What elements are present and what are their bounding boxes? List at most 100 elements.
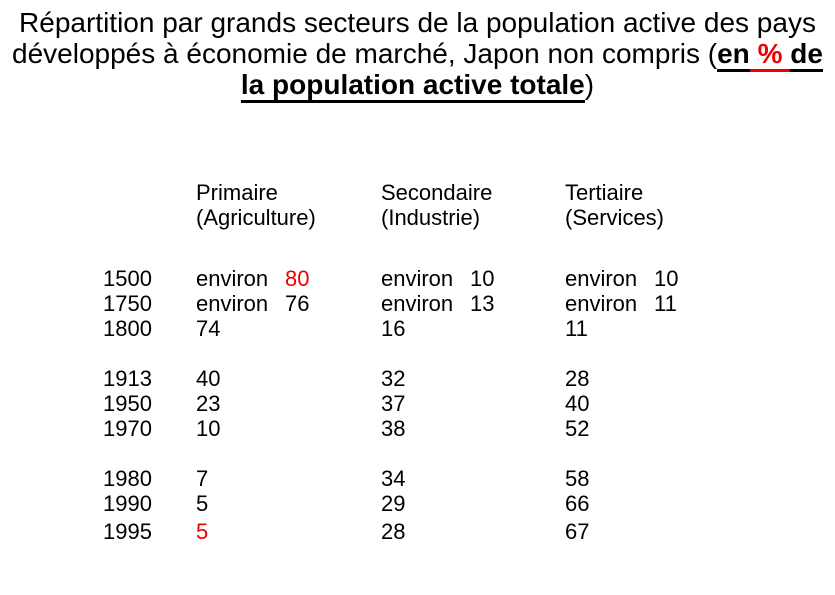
row-cell: 66 — [565, 491, 765, 516]
row-cell: 29 — [381, 491, 565, 516]
title-line2-en: en — [717, 38, 750, 72]
row-cell: environ 13 — [381, 291, 565, 316]
cell-value: 37 — [381, 391, 406, 416]
cell-value: 29 — [381, 491, 406, 516]
table-rows: 1500 environ 80 environ 10 environ 10 1750 … — [0, 266, 765, 544]
table-row: 1980 7 34 58 — [0, 466, 765, 491]
table-row: 1500 environ 80 environ 10 environ 10 — [0, 266, 765, 291]
table-header-row: Primaire (Agriculture) Secondaire (Indus… — [0, 180, 765, 230]
cell-value: 32 — [381, 366, 406, 391]
row-cell: 10 — [196, 416, 381, 441]
title-line2-prefix: développés à économie de marché, Japon n… — [12, 38, 718, 69]
row-cell: 32 — [381, 366, 565, 391]
row-cell: 23 — [196, 391, 381, 416]
table-row: 1913 40 32 28 — [0, 366, 765, 391]
title-line2-percent: % — [749, 38, 791, 72]
table-row: 1950 23 37 40 — [0, 391, 765, 416]
row-cell: environ 76 — [196, 291, 381, 316]
row-year: 1980 — [103, 466, 152, 491]
sector-table: Primaire (Agriculture) Secondaire (Indus… — [0, 180, 765, 544]
row-cell: environ 11 — [565, 291, 765, 316]
row-cell: 5 — [196, 519, 381, 544]
title-line3-close-paren: ) — [584, 69, 595, 100]
row-cell: environ 10 — [565, 266, 765, 291]
row-cell: 38 — [381, 416, 565, 441]
header-title: Tertiaire — [565, 180, 644, 205]
cell-value: 28 — [381, 519, 406, 544]
header-subtitle: (Industrie) — [381, 205, 481, 230]
cell-value: 74 — [196, 316, 221, 341]
title-line-3: la population active totale) — [0, 69, 835, 103]
cell-value: 28 — [565, 366, 590, 391]
row-year: 1950 — [103, 391, 152, 416]
cell-prefix: environ — [196, 266, 269, 291]
cell-value: 52 — [565, 416, 590, 441]
cell-value: 80 — [285, 266, 310, 291]
row-cell: 34 — [381, 466, 565, 491]
row-year: 1995 — [103, 519, 152, 544]
table-row: 1750 environ 76 environ 13 environ 11 — [0, 291, 765, 316]
cell-prefix: environ — [565, 266, 638, 291]
row-year: 1500 — [103, 266, 152, 291]
cell-value: 11 — [565, 316, 588, 341]
header-title: Secondaire — [381, 180, 493, 205]
cell-value: 5 — [196, 519, 209, 544]
cell-prefix: environ — [565, 291, 638, 316]
row-cell: 5 — [196, 491, 381, 516]
table-row: 1800 74 16 11 — [0, 316, 765, 341]
row-cell: 58 — [565, 466, 765, 491]
cell-value: 11 — [654, 291, 677, 316]
title-line-2: développés à économie de marché, Japon n… — [0, 38, 835, 72]
cell-prefix: environ — [381, 266, 454, 291]
row-year: 1990 — [103, 491, 152, 516]
cell-value: 13 — [470, 291, 495, 316]
title-line2-de: de — [790, 38, 823, 72]
cell-value: 10 — [196, 416, 221, 441]
cell-value: 34 — [381, 466, 406, 491]
title-line3-underlined: la population active totale — [240, 69, 585, 103]
table-row: 1970 10 38 52 — [0, 416, 765, 441]
row-cell: 28 — [381, 519, 565, 544]
header-primaire: Primaire (Agriculture) — [196, 180, 381, 230]
header-subtitle: (Services) — [565, 205, 665, 230]
row-cell: 7 — [196, 466, 381, 491]
row-cell: 28 — [565, 366, 765, 391]
row-year: 1970 — [103, 416, 152, 441]
cell-value: 76 — [285, 291, 310, 316]
header-subtitle: (Agriculture) — [196, 205, 316, 230]
cell-value: 67 — [565, 519, 590, 544]
cell-prefix: environ — [196, 291, 269, 316]
header-secondaire: Secondaire (Industrie) — [381, 180, 565, 230]
title-line-1: Répartition par grands secteurs de la po… — [0, 7, 835, 38]
row-cell: 67 — [565, 519, 765, 544]
row-year: 1913 — [103, 366, 152, 391]
row-cell: environ 80 — [196, 266, 381, 291]
cell-prefix: environ — [381, 291, 454, 316]
table-row: 1995 5 28 67 — [0, 519, 765, 544]
row-cell: 11 — [565, 316, 765, 341]
header-year-empty — [103, 180, 196, 230]
row-cell: 40 — [565, 391, 765, 416]
cell-value: 40 — [196, 366, 221, 391]
row-year: 1800 — [103, 316, 152, 341]
row-cell: 16 — [381, 316, 565, 341]
cell-value: 7 — [196, 466, 209, 491]
table-row: 1990 5 29 66 — [0, 491, 765, 516]
row-cell: 40 — [196, 366, 381, 391]
row-cell: environ 10 — [381, 266, 565, 291]
header-tertiaire: Tertiaire (Services) — [565, 180, 765, 230]
cell-value: 10 — [470, 266, 495, 291]
row-cell: 52 — [565, 416, 765, 441]
cell-value: 38 — [381, 416, 406, 441]
cell-value: 58 — [565, 466, 590, 491]
cell-value: 23 — [196, 391, 221, 416]
row-cell: 74 — [196, 316, 381, 341]
cell-value: 40 — [565, 391, 590, 416]
cell-value: 66 — [565, 491, 590, 516]
row-year: 1750 — [103, 291, 152, 316]
row-cell: 37 — [381, 391, 565, 416]
slide-title: Répartition par grands secteurs de la po… — [0, 7, 835, 103]
header-title: Primaire — [196, 180, 278, 205]
cell-value: 10 — [654, 266, 679, 291]
